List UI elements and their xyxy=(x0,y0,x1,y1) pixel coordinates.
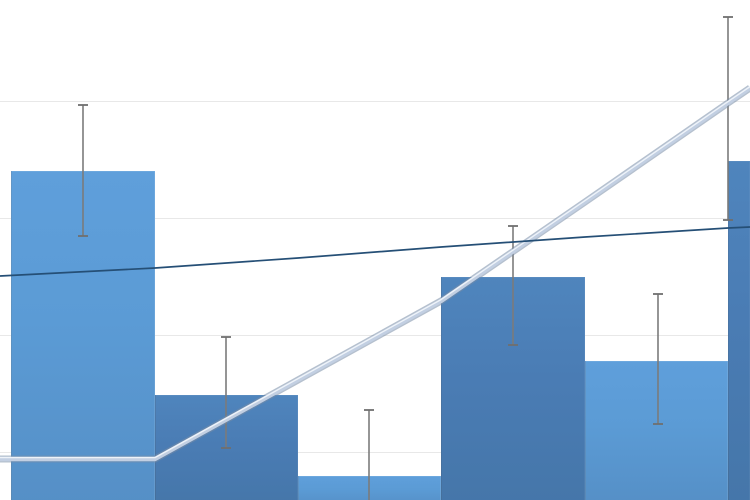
gridline xyxy=(0,101,750,102)
bar-edge xyxy=(441,277,442,500)
bar-edge xyxy=(728,161,729,500)
bar[interactable] xyxy=(585,361,728,500)
bar-edge xyxy=(298,476,299,500)
bar[interactable] xyxy=(728,161,750,500)
bar-edge xyxy=(155,395,156,500)
bar[interactable] xyxy=(155,395,298,500)
bar[interactable] xyxy=(298,476,441,500)
bar-edge xyxy=(11,171,12,500)
bar[interactable] xyxy=(11,171,155,500)
bar-edge xyxy=(585,361,586,500)
bar[interactable] xyxy=(441,277,585,500)
